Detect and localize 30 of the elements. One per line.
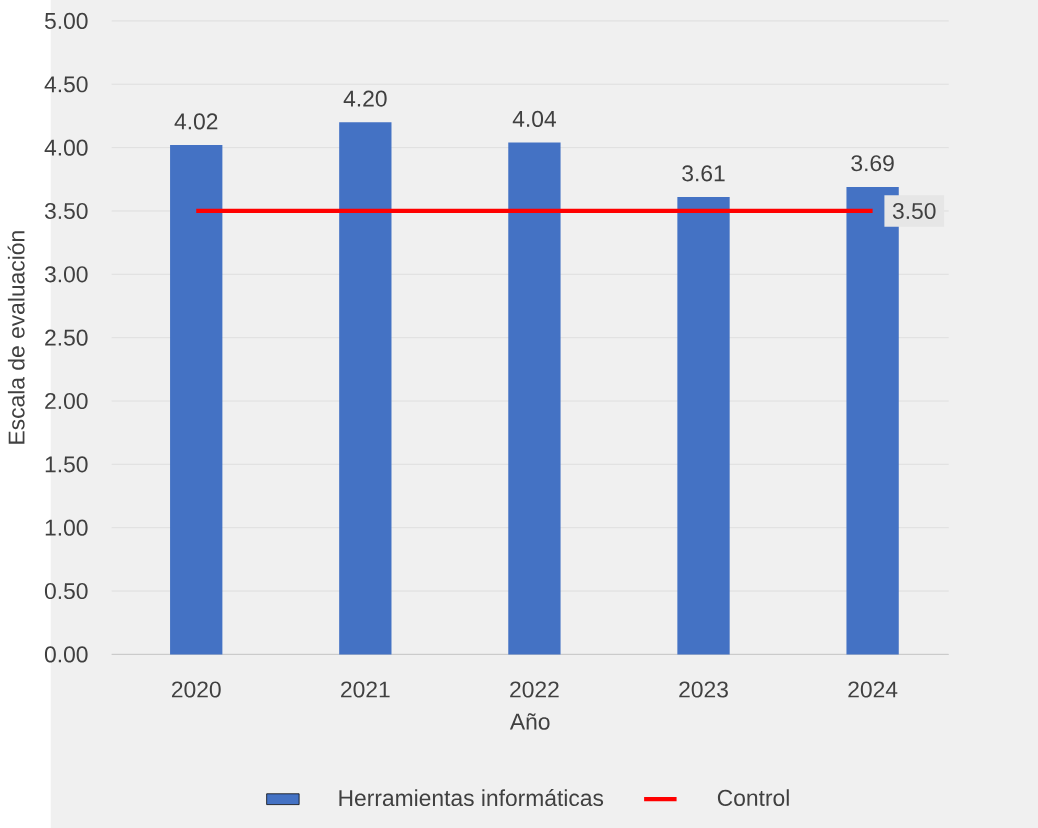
y-tick-label: 4.00 — [44, 139, 88, 156]
x-tick-label: 2023 — [679, 681, 728, 698]
bar — [677, 196, 730, 655]
bar — [170, 144, 223, 655]
y-tick-label: 3.00 — [44, 266, 88, 283]
y-tick-label: 0.50 — [44, 582, 88, 599]
data-label: 4.02 — [174, 113, 218, 130]
y-tick-label: 4.50 — [44, 75, 88, 93]
data-label: 3.50 — [892, 202, 936, 219]
y-axis-title: Escala de evaluación — [7, 231, 25, 444]
y-tick-label: 1.50 — [45, 456, 88, 473]
bar — [339, 122, 392, 655]
data-label: 4.04 — [512, 110, 556, 127]
y-tick-label: 1.00 — [45, 519, 88, 536]
data-label: 4.20 — [343, 90, 387, 107]
y-tick-label: 2.00 — [45, 392, 88, 409]
legend-label: Control — [717, 789, 789, 806]
x-tick-label: 2020 — [171, 681, 221, 698]
bar — [508, 142, 561, 655]
legend-label: Herramientas informáticas — [339, 788, 604, 806]
x-tick-label: 2022 — [510, 681, 559, 698]
x-axis-title: Año — [509, 712, 550, 730]
y-tick-label: 0.00 — [44, 646, 88, 663]
y-tick-label: 5.00 — [44, 12, 88, 29]
y-tick-label: 3.50 — [44, 202, 88, 219]
data-label: 3.69 — [851, 154, 894, 172]
y-tick-label: 2.50 — [45, 329, 88, 346]
x-tick-label: 2024 — [848, 681, 898, 698]
data-label: 3.61 — [682, 165, 725, 182]
x-tick-label: 2021 — [341, 681, 390, 698]
